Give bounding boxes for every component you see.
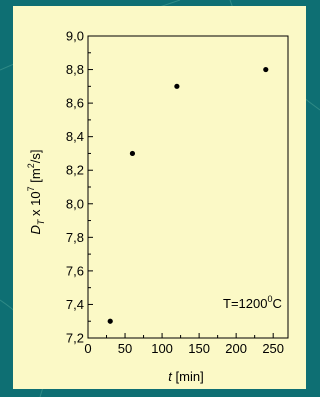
y-tick-label: 8,8: [66, 62, 84, 77]
data-point: [129, 150, 136, 157]
scatter-chart: 7,2 7,4 7,6 7,8 8,0 8,2 8,4 8,6 8,8 9,0 0 50 100 150…: [26, 29, 289, 384]
x-axis-ticks: 0 50 100 150 200 250: [84, 333, 284, 356]
plot-frame: [87, 35, 289, 339]
y-tick-label: 8,0: [66, 196, 84, 211]
y-tick-label: 8,6: [66, 96, 84, 111]
y-tick-label: 7,4: [66, 297, 84, 312]
x-tick-label: 0: [84, 341, 91, 356]
data-point: [174, 83, 180, 89]
y-tick-label: 8,4: [66, 129, 84, 144]
y-axis-title: DT x 107 [m2/s]: [26, 150, 46, 235]
y-tick-label: 8,2: [66, 163, 84, 178]
x-tick-label: 100: [151, 341, 173, 356]
x-axis-title: t [min]: [168, 369, 203, 384]
data-point: [263, 66, 269, 73]
annotation-temperature: T=12000C: [223, 294, 282, 311]
y-tick-label: 9,0: [66, 29, 84, 44]
plot-area: [87, 35, 289, 339]
data-points: [107, 66, 269, 324]
y-tick-label: 7,2: [66, 331, 84, 346]
y-axis-ticks: 7,2 7,4 7,6 7,8 8,0 8,2 8,4 8,6 8,8 9,0: [66, 29, 93, 346]
y-tick-label: 7,8: [66, 230, 84, 245]
y-tick-label: 7,6: [66, 263, 84, 278]
x-tick-label: 150: [188, 341, 210, 356]
chart-panel: 7,2 7,4 7,6 7,8 8,0 8,2 8,4 8,6 8,8 9,0 0 50 100 150…: [13, 6, 306, 389]
x-tick-label: 250: [262, 341, 284, 356]
x-tick-label: 50: [118, 341, 132, 356]
x-tick-label: 200: [225, 341, 247, 356]
data-point: [107, 318, 113, 324]
